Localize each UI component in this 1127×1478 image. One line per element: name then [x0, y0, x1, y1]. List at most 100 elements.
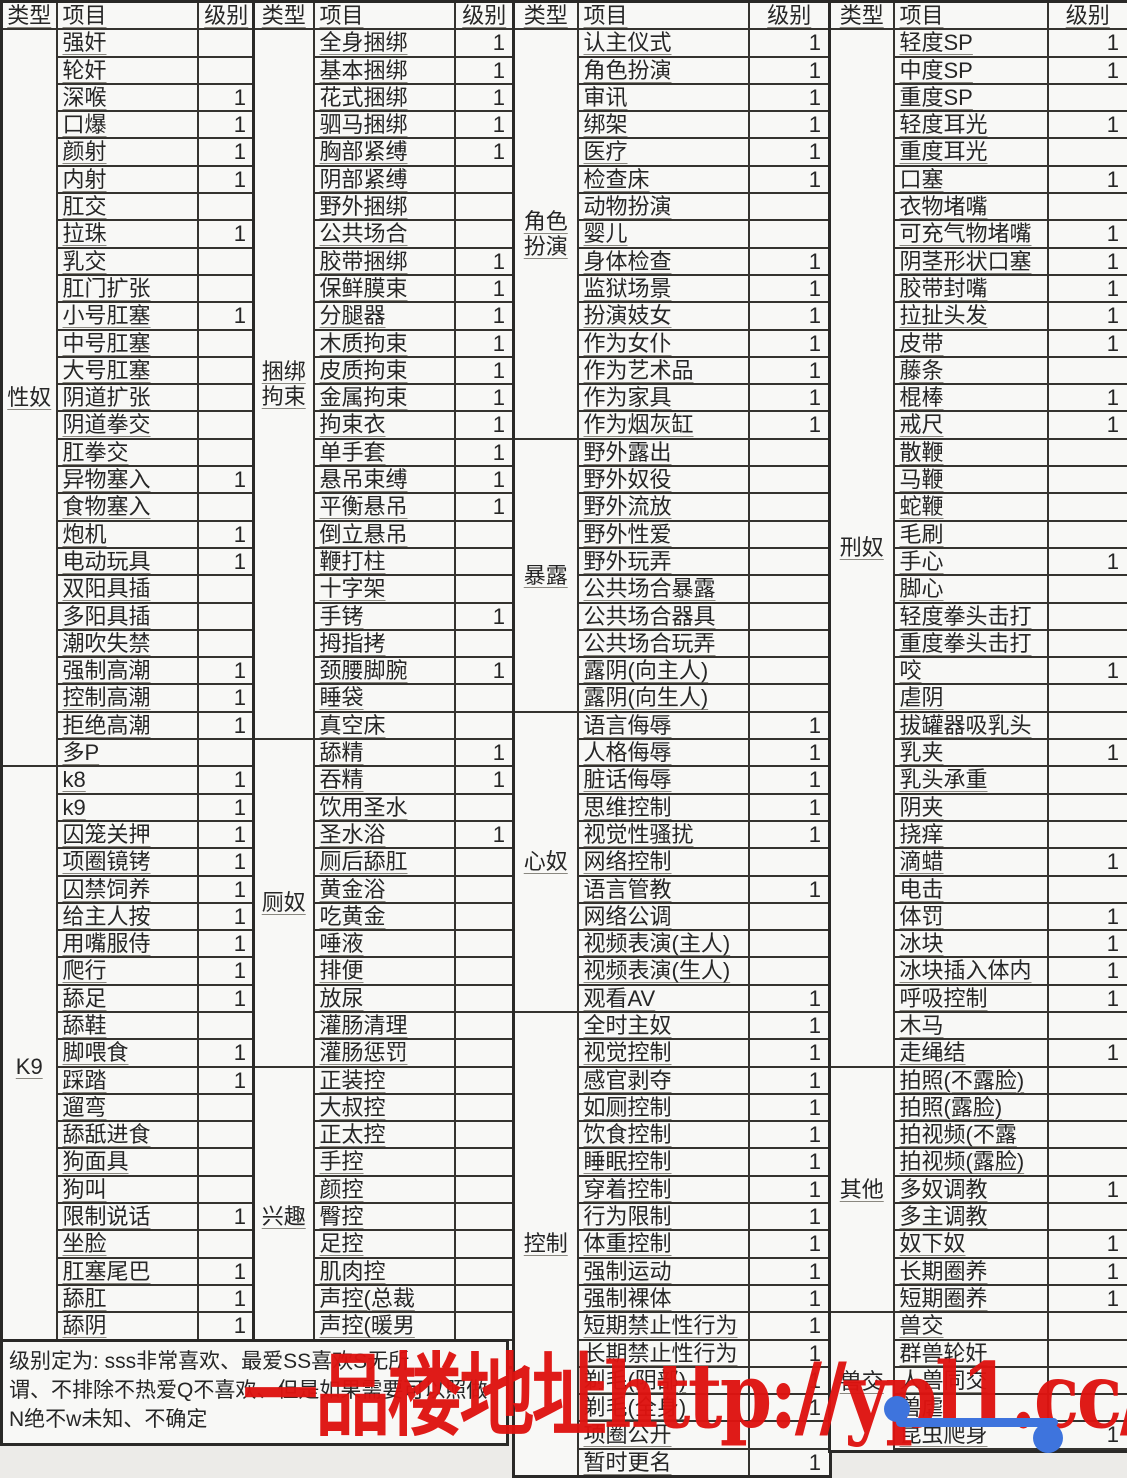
item-cell: 扮演妓女 — [578, 302, 749, 329]
level-cell — [455, 1094, 515, 1121]
level-cell — [749, 493, 831, 520]
item-cell: 拉扯头发 — [894, 302, 1048, 329]
level-cell: 1 — [198, 111, 256, 138]
item-cell: 正装控 — [314, 1067, 455, 1094]
level-cell: 1 — [455, 275, 515, 302]
item-cell: 基本捆绑 — [314, 57, 455, 84]
item-cell: 花式捆绑 — [314, 84, 455, 111]
level-cell: 1 — [749, 1094, 831, 1121]
item-cell: 正太控 — [314, 1121, 455, 1148]
item-cell: 走绳结 — [894, 1039, 1048, 1066]
selection-handle-left[interactable] — [884, 1396, 910, 1422]
item-cell: 声控(暖男 — [314, 1312, 455, 1339]
level-cell — [1048, 439, 1127, 466]
level-cell — [455, 575, 515, 602]
level-cell: 1 — [749, 248, 831, 275]
level-cell: 1 — [455, 439, 515, 466]
item-cell: 保鲜膜束 — [314, 275, 455, 302]
item-cell: 给主人按 — [57, 903, 198, 930]
selection-handle-right[interactable] — [1033, 1423, 1063, 1453]
item-cell: 爬行 — [57, 957, 198, 984]
level-cell — [455, 1067, 515, 1094]
item-cell: 金属拘束 — [314, 384, 455, 411]
level-cell: 1 — [749, 302, 831, 329]
item-cell: 项圈镜铐 — [57, 848, 198, 875]
item-column-header: 项目 — [894, 2, 1048, 30]
item-cell: 囚笼关押 — [57, 821, 198, 848]
level-cell: 1 — [1048, 220, 1127, 247]
item-cell: 观看AV — [578, 985, 749, 1012]
item-cell: 舔阴 — [57, 1312, 198, 1339]
item-cell: 声控(总裁 — [314, 1285, 455, 1312]
item-cell: 网络控制 — [578, 848, 749, 875]
level-cell: 1 — [198, 766, 256, 793]
item-cell: 臀控 — [314, 1203, 455, 1230]
item-cell: 足控 — [314, 1230, 455, 1257]
selection-bar[interactable] — [896, 1418, 1058, 1427]
level-cell — [1048, 1012, 1127, 1039]
item-cell: 睡袋 — [314, 684, 455, 711]
item-cell: 棍棒 — [894, 384, 1048, 411]
table-row: 兴趣正装控 — [254, 1067, 515, 1094]
item-cell: 短期禁止性行为 — [578, 1312, 749, 1339]
level-cell: 1 — [749, 29, 831, 56]
level-cell: 1 — [749, 57, 831, 84]
category-cell: 其他 — [830, 1067, 894, 1313]
level-cell: 1 — [455, 330, 515, 357]
item-cell: 轻度拳头击打 — [894, 603, 1048, 630]
category-cell: 刑奴 — [830, 29, 894, 1066]
item-cell: 舔精 — [314, 739, 455, 766]
level-cell: 1 — [1048, 548, 1127, 575]
level-cell — [749, 657, 831, 684]
level-cell: 1 — [455, 111, 515, 138]
level-cell: 1 — [1048, 848, 1127, 875]
level-cell: 1 — [1048, 302, 1127, 329]
level-cell: 1 — [198, 1039, 256, 1066]
item-cell: 轮奸 — [57, 57, 198, 84]
item-cell: 用嘴服侍 — [57, 930, 198, 957]
item-cell: 思维控制 — [578, 794, 749, 821]
item-cell: 虐阴 — [894, 684, 1048, 711]
item-cell: 拉珠 — [57, 220, 198, 247]
level-cell — [1048, 1312, 1127, 1339]
level-cell: 1 — [749, 330, 831, 357]
item-cell: 多奴调教 — [894, 1176, 1048, 1203]
level-cell — [198, 575, 256, 602]
item-cell: 大号肛塞 — [57, 357, 198, 384]
item-column-header: 项目 — [578, 2, 749, 30]
item-cell: 公共场合玩弄 — [578, 630, 749, 657]
type-column-header: 类型 — [514, 2, 578, 30]
item-cell: 重度耳光 — [894, 138, 1048, 165]
level-cell — [749, 684, 831, 711]
level-cell — [198, 439, 256, 466]
level-cell: 1 — [198, 985, 256, 1012]
level-cell: 1 — [1048, 1176, 1127, 1203]
level-cell — [1048, 521, 1127, 548]
level-cell — [455, 1312, 515, 1339]
level-cell: 1 — [198, 138, 256, 165]
level-cell: 1 — [455, 821, 515, 848]
item-cell: 拍照(不露脸) — [894, 1067, 1048, 1094]
item-cell: 阴茎形状口塞 — [894, 248, 1048, 275]
level-cell: 1 — [198, 466, 256, 493]
level-cell: 1 — [1048, 930, 1127, 957]
item-cell: 拍视频(露脸) — [894, 1148, 1048, 1175]
item-cell: 拘束衣 — [314, 411, 455, 438]
level-cell: 1 — [749, 794, 831, 821]
item-cell: 木质拘束 — [314, 330, 455, 357]
level-cell: 1 — [749, 985, 831, 1012]
level-cell — [749, 220, 831, 247]
level-cell — [749, 848, 831, 875]
level-cell: 1 — [198, 684, 256, 711]
level-cell — [1048, 766, 1127, 793]
level-cell: 1 — [1048, 1230, 1127, 1257]
level-cell — [455, 848, 515, 875]
level-cell — [198, 1176, 256, 1203]
item-cell: 监狱场景 — [578, 275, 749, 302]
item-cell: 踩踏 — [57, 1067, 198, 1094]
